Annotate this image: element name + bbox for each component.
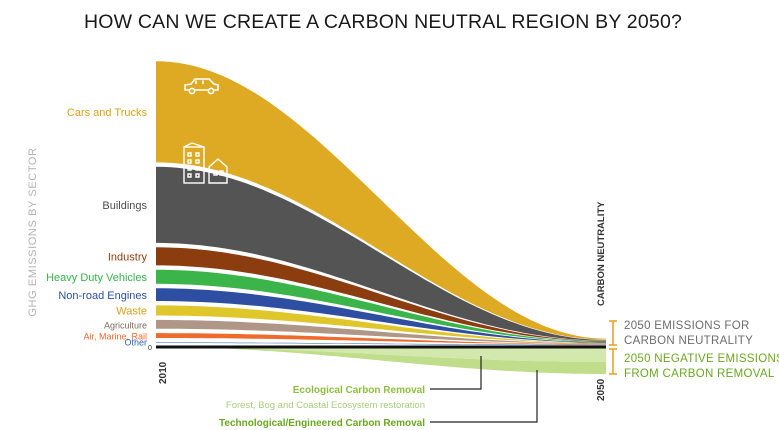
emissions-bracket <box>609 320 617 346</box>
band-air-marine-rail <box>156 333 606 345</box>
area-technological-engineered-carbon-removal <box>156 347 606 374</box>
label-non-road-engines: Non-road Engines <box>58 290 147 302</box>
band-waste <box>156 305 606 344</box>
car-icon <box>184 78 219 95</box>
technological-callout-line <box>430 370 538 423</box>
label-heavy-duty-vehicles: Heavy Duty Vehicles <box>46 272 147 284</box>
label-waste: Waste <box>116 306 147 318</box>
negative-note-line2: FROM CARBON REMOVAL <box>624 368 775 380</box>
chart-title: HOW CAN WE CREATE A CARBON NEUTRAL REGIO… <box>84 11 682 33</box>
ecological-callout-line <box>430 356 482 390</box>
negative-note-line1: 2050 NEGATIVE EMISSIONS <box>624 353 779 365</box>
band-heavy-duty-vehicles <box>156 269 606 343</box>
carbon-neutrality-label: CARBON NEUTRALITY <box>596 201 607 306</box>
band-cars-and-trucks <box>156 61 606 340</box>
ecological-sublabel: Forest, Bog and Coastal Ecosystem restor… <box>226 400 425 411</box>
negative-bracket <box>609 348 617 375</box>
zero-label: 0 <box>148 345 152 352</box>
band-non-road-engines <box>156 288 606 343</box>
band-buildings <box>156 166 606 341</box>
label-air-marine-rail: Air, Marine, Rail <box>83 332 147 342</box>
band-industry <box>156 247 606 342</box>
label-other: Other <box>124 338 147 348</box>
label-buildings: Buildings <box>102 200 147 212</box>
buildings-icon <box>183 142 228 184</box>
emissions-note-line1: 2050 EMISSIONS FOR <box>624 320 750 332</box>
year-start-label: 2010 <box>158 361 169 384</box>
y-axis-label: GHG EMISSIONS BY SECTOR <box>27 147 39 316</box>
year-end-label: 2050 <box>596 378 607 401</box>
technological-label: Technological/Engineered Carbon Removal <box>219 418 425 429</box>
band-agriculture <box>156 319 606 345</box>
sector-bands <box>156 61 606 346</box>
label-industry: Industry <box>108 252 148 264</box>
label-agriculture: Agriculture <box>104 321 147 331</box>
ecological-label: Ecological Carbon Removal <box>293 385 425 396</box>
label-cars-and-trucks: Cars and Trucks <box>67 107 148 119</box>
emissions-note-line2: CARBON NEUTRALITY <box>624 335 753 347</box>
sector-labels: Cars and Trucks Buildings Industry Heavy Du… <box>46 107 147 348</box>
band-other <box>156 342 606 346</box>
carbon-removal-areas <box>156 347 606 374</box>
